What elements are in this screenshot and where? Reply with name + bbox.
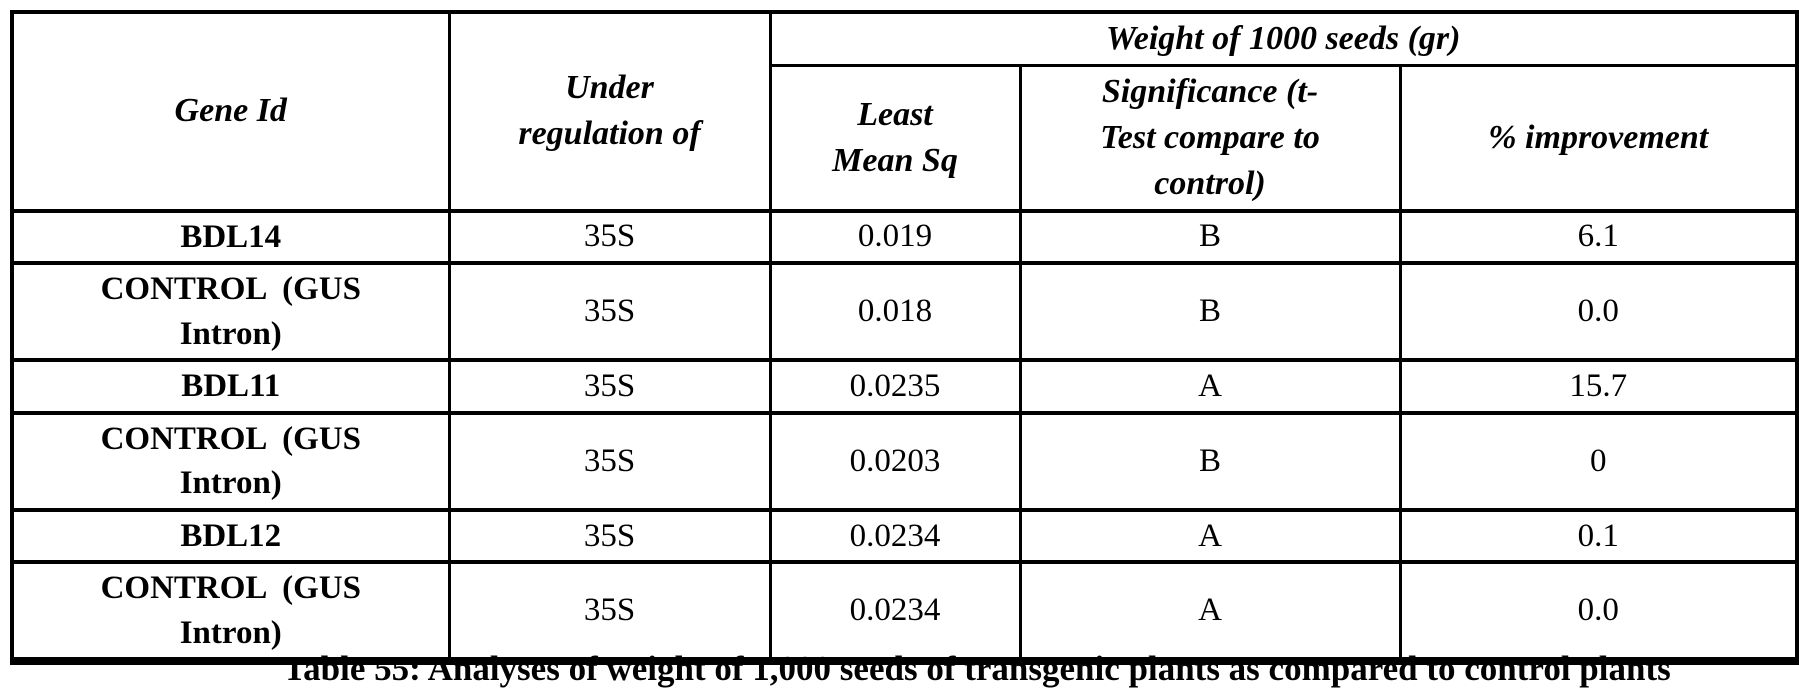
header-least-mean-sq: Least Mean Sq xyxy=(768,63,1022,213)
improvement-cell: 6.1 xyxy=(1398,208,1799,266)
header-under-regulation: Under regulation of xyxy=(447,10,772,213)
gene-cell: CONTROL (GUS Intron) xyxy=(10,261,451,363)
gene-cell: CONTROL (GUS Intron) xyxy=(10,410,451,512)
table-row: CONTROL (GUS Intron) 35S 0.0234 A 0.0 xyxy=(10,560,1799,664)
table-row: BDL11 35S 0.0235 A 15.7 xyxy=(10,358,1799,415)
significance-cell: B xyxy=(1018,410,1402,512)
least-mean-sq-cell: 0.0234 xyxy=(768,507,1022,565)
header-significance: Significance (t- Test compare to control… xyxy=(1018,63,1402,213)
gene-cell: BDL12 xyxy=(10,507,451,565)
significance-cell: A xyxy=(1018,560,1402,664)
table-row: CONTROL (GUS Intron) 35S 0.018 B 0.0 xyxy=(10,261,1799,363)
least-mean-sq-cell: 0.018 xyxy=(768,261,1022,363)
regulation-cell: 35S xyxy=(447,358,772,415)
improvement-cell: 0.0 xyxy=(1398,261,1799,363)
regulation-cell: 35S xyxy=(447,208,772,266)
header-row-group: Gene Id Under regulation of Weight of 10… xyxy=(10,10,1799,213)
least-mean-sq-cell: 0.019 xyxy=(768,208,1022,266)
header-improvement: % improvement xyxy=(1398,63,1799,213)
improvement-cell: 0.1 xyxy=(1398,507,1799,565)
significance-cell: B xyxy=(1018,261,1402,363)
improvement-cell: 15.7 xyxy=(1398,358,1799,415)
significance-cell: A xyxy=(1018,358,1402,415)
table-row: BDL12 35S 0.0234 A 0.1 xyxy=(10,507,1799,565)
gene-cell: BDL14 xyxy=(10,208,451,266)
table-caption: Table 55: Analyses of weight of 1,000 se… xyxy=(283,649,1671,688)
significance-cell: B xyxy=(1018,208,1402,266)
regulation-cell: 35S xyxy=(447,261,772,363)
significance-cell: A xyxy=(1018,507,1402,565)
regulation-cell: 35S xyxy=(447,507,772,565)
least-mean-sq-cell: 0.0203 xyxy=(768,410,1022,512)
regulation-cell: 35S xyxy=(447,560,772,664)
least-mean-sq-cell: 0.0234 xyxy=(768,560,1022,664)
improvement-cell: 0.0 xyxy=(1398,560,1799,664)
regulation-cell: 35S xyxy=(447,410,772,512)
gene-cell: BDL11 xyxy=(10,358,451,415)
header-row-sub: Least Mean Sq Significance (t- Test comp… xyxy=(12,63,1799,213)
improvement-cell: 0 xyxy=(1398,410,1799,512)
least-mean-sq-cell: 0.0235 xyxy=(768,358,1022,415)
table-row: CONTROL (GUS Intron) 35S 0.0203 B 0 xyxy=(10,410,1799,512)
header-gene-id: Gene Id xyxy=(10,10,451,213)
table-row: BDL14 35S 0.019 B 6.1 xyxy=(10,208,1799,266)
seed-weight-table: Gene Id Under regulation of Weight of 10… xyxy=(10,10,1799,666)
header-weight-group: Weight of 1000 seeds (gr) xyxy=(768,10,1799,67)
gene-cell: CONTROL (GUS Intron) xyxy=(10,560,451,664)
